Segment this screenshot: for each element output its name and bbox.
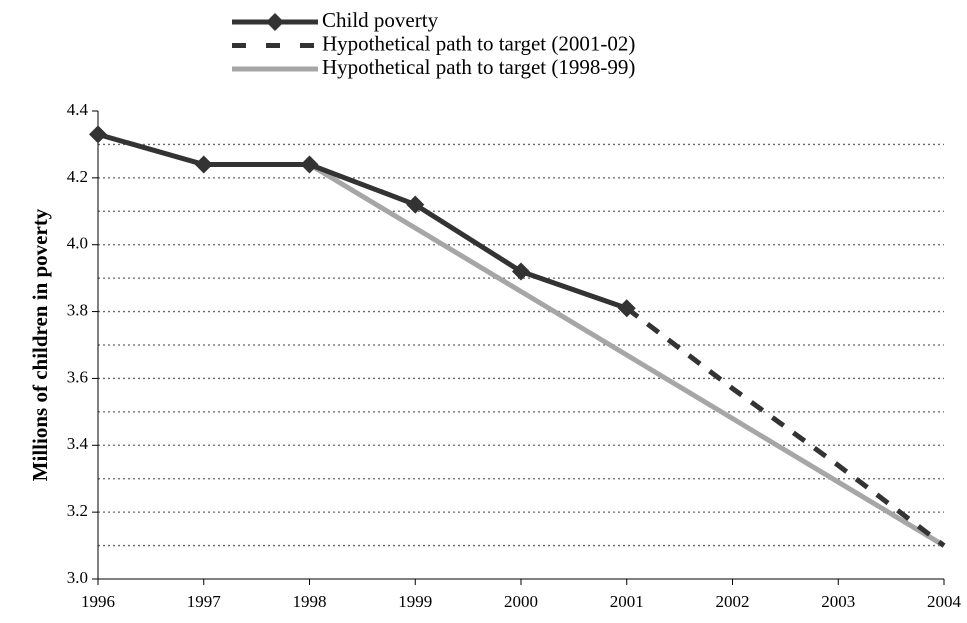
series-line: [308, 162, 946, 548]
marker: [300, 155, 319, 174]
x-tick-label: 1998: [293, 592, 327, 611]
marker: [194, 155, 213, 174]
x-tick-label: 2003: [821, 592, 855, 611]
y-axis-label: Millions of children in poverty: [28, 208, 52, 481]
marker: [266, 13, 284, 31]
y-tick-label: 3.2: [67, 501, 88, 520]
x-tick-label: 1996: [81, 592, 115, 611]
marker: [617, 299, 636, 318]
x-tick-label: 2004: [927, 592, 962, 611]
y-tick-label: 4.4: [67, 100, 89, 119]
series-line: [97, 131, 628, 311]
x-tick-label: 2000: [504, 592, 538, 611]
x-tick-label: 1999: [398, 592, 432, 611]
x-tick-label: 2001: [610, 592, 644, 611]
marker: [89, 125, 107, 144]
y-tick-label: 3.4: [67, 434, 89, 453]
y-tick-label: 4.2: [67, 167, 88, 186]
y-tick-label: 3.0: [67, 568, 88, 587]
x-tick-label: 1997: [187, 592, 222, 611]
x-tick-label: 2002: [716, 592, 750, 611]
legend-label: Hypothetical path to target (1998-99): [322, 55, 635, 79]
marker: [512, 262, 530, 281]
marker: [406, 195, 425, 214]
series-line: [625, 306, 946, 548]
y-tick-label: 4.0: [67, 234, 88, 253]
legend-label: Child poverty: [322, 8, 439, 32]
legend-label: Hypothetical path to target (2001-02): [322, 31, 635, 55]
y-tick-label: 3.6: [67, 367, 88, 386]
y-tick-label: 3.8: [67, 300, 88, 319]
